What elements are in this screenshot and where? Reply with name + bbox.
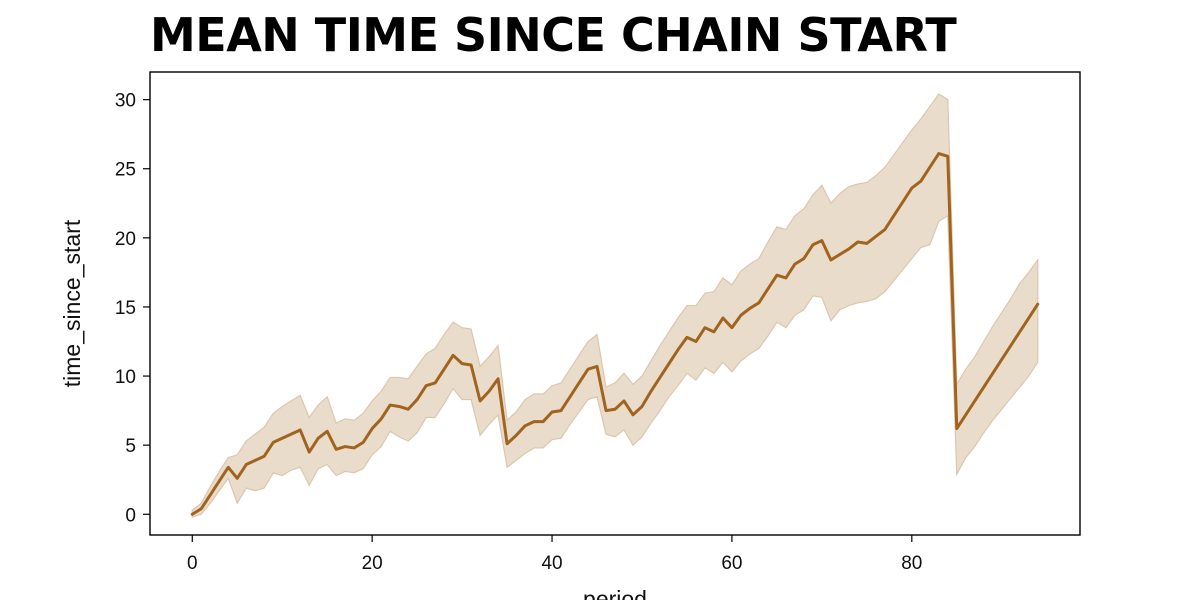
y-tick-label: 20	[115, 229, 136, 250]
x-tick-label: 40	[541, 553, 562, 574]
y-tick-label: 15	[115, 298, 136, 319]
confidence-band	[191, 93, 1039, 518]
y-tick-label: 25	[115, 160, 136, 181]
y-tick-label: 10	[115, 367, 136, 388]
x-tick-label: 0	[187, 553, 198, 574]
y-tick-label: 30	[115, 91, 136, 112]
plot-frame	[149, 71, 1081, 536]
x-axis-ticks: 0 20 40 60 80	[187, 535, 922, 574]
mean-series-line	[190, 152, 1040, 516]
x-axis-label: period	[583, 586, 647, 600]
chart-title: MEAN TIME SINCE CHAIN START	[150, 8, 957, 62]
x-tick-label: 60	[721, 553, 742, 574]
y-axis-label: time_since_start	[59, 219, 85, 387]
x-tick-label: 20	[362, 553, 383, 574]
y-axis-ticks: 0 5 10 15 20 25 30	[115, 91, 150, 526]
x-tick-label: 80	[901, 553, 922, 574]
y-tick-label: 0	[125, 505, 136, 526]
series-line-layer	[190, 152, 1040, 516]
y-tick-label: 5	[125, 436, 136, 457]
confidence-band-layer	[191, 93, 1039, 518]
